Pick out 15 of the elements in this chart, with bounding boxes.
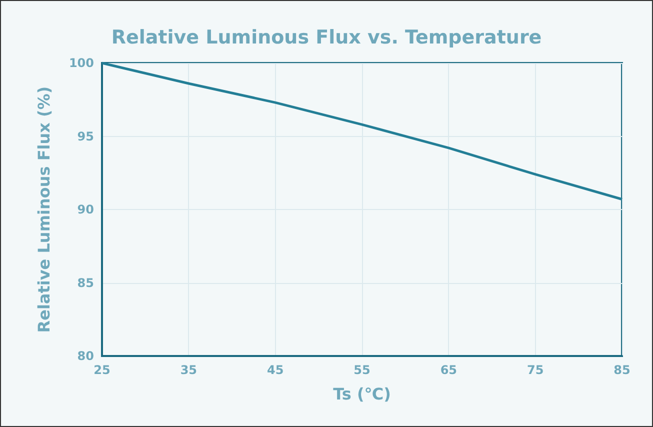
- x-tick-label: 25: [94, 363, 110, 377]
- chart-title: Relative Luminous Flux vs. Temperature: [111, 26, 542, 48]
- x-tick-label: 55: [354, 363, 370, 377]
- y-tick-label: 95: [77, 129, 94, 144]
- y-tick-label: 90: [77, 202, 94, 216]
- x-tick-label: 35: [180, 363, 198, 377]
- y-tick-label: 100: [68, 56, 94, 70]
- x-axis-title: Ts (℃): [333, 384, 391, 404]
- x-tick-label: 75: [526, 363, 544, 377]
- x-tick-label: 45: [266, 363, 284, 377]
- y-axis-title: Relative Luminous Flux (%): [34, 86, 54, 333]
- x-tick-label: 85: [614, 363, 630, 377]
- y-tick-label: 85: [77, 276, 94, 290]
- y-tick-label: 80: [77, 349, 94, 363]
- x-tick-label: 65: [440, 363, 458, 377]
